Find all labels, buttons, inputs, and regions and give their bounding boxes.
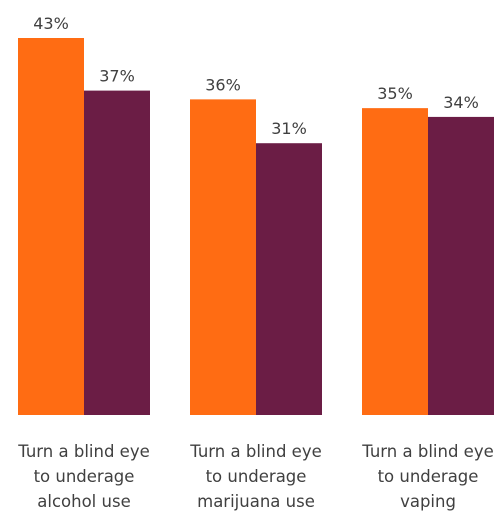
category-label-cat3-line2: to underage [378, 467, 479, 486]
category-label-cat3-line3: vaping [400, 492, 456, 511]
category-label-cat2-line3: marijuana use [197, 492, 315, 511]
category-label-cat1-line1: Turn a blind eye [17, 442, 149, 461]
category-label-cat1-line3: alcohol use [37, 492, 130, 511]
value-label-series1-cat2: 36% [205, 75, 241, 94]
bar-series1-cat1 [18, 38, 84, 415]
bar-series1-cat2 [190, 99, 256, 415]
category-label-cat1-line2: to underage [34, 467, 135, 486]
category-label-cat2-line2: to underage [206, 467, 307, 486]
bar-series2-cat2 [256, 143, 322, 416]
category-label-cat2-line1: Turn a blind eye [189, 442, 321, 461]
bars-layer [18, 38, 494, 416]
value-label-series1-cat3: 35% [377, 84, 413, 103]
category-labels-layer: Turn a blind eye to underage alcohol use Tu… [17, 442, 493, 511]
bar-series2-cat1 [84, 90, 150, 416]
value-labels-layer: 43% 37% 36% 31% 35% 34% [33, 14, 479, 138]
bar-series1-cat3 [362, 108, 428, 416]
value-label-series2-cat2: 31% [271, 119, 307, 138]
bar-series2-cat3 [428, 116, 494, 415]
category-label-cat3-line1: Turn a blind eye [361, 442, 493, 461]
value-label-series2-cat3: 34% [443, 93, 479, 112]
value-label-series2-cat1: 37% [99, 67, 135, 86]
value-label-series1-cat1: 43% [33, 14, 69, 33]
